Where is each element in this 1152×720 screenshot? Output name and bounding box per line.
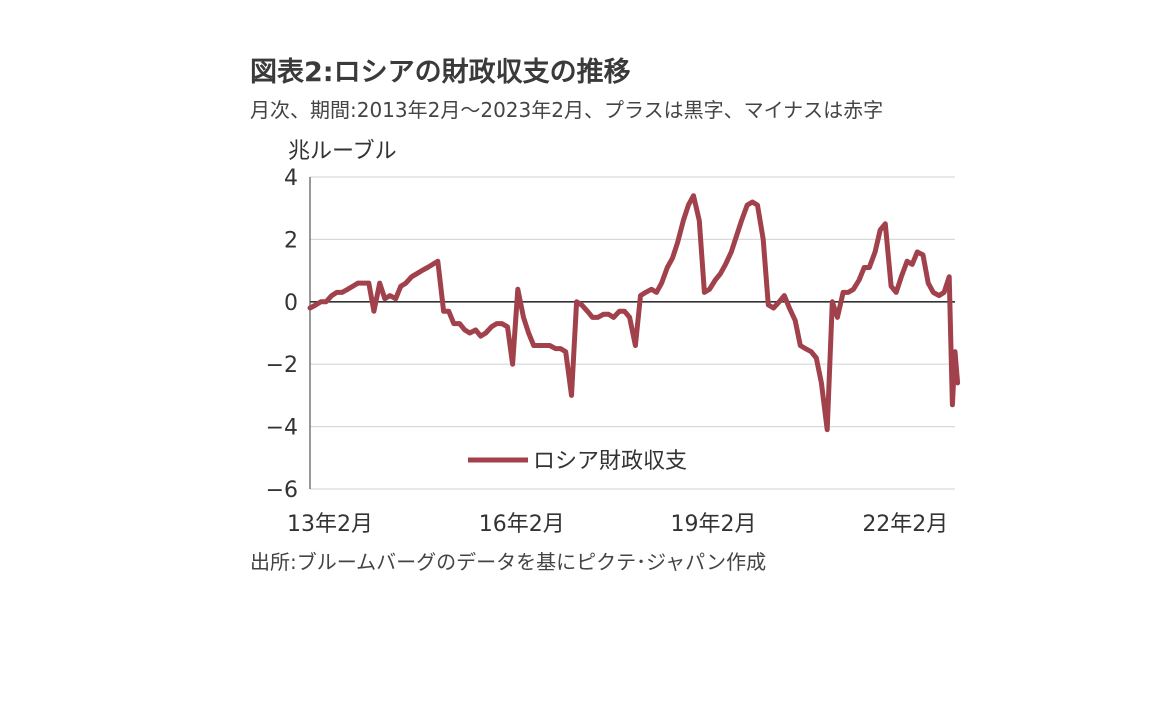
- y-tick-label: 4: [284, 166, 298, 191]
- y-tick-label: −4: [266, 416, 298, 441]
- series-line: [307, 193, 961, 433]
- legend-label: ロシア財政収支: [533, 449, 687, 474]
- x-tick-label: 16年2月: [479, 512, 565, 537]
- chart-title: 図表2:ロシアの財政収支の推移: [250, 57, 631, 88]
- y-tick-label: −2: [266, 353, 298, 378]
- y-tick-labels: 4 2 0 −2 −4 −6: [266, 166, 298, 503]
- x-tick-labels: 13年2月 16年2月 19年2月 22年2月: [287, 512, 948, 537]
- chart-subtitle: 月次、期間:2013年2月～2023年2月、プラスは黒字、マイナスは赤字: [250, 98, 884, 122]
- x-tick-label: 13年2月: [287, 512, 373, 537]
- x-tick-label: 22年2月: [862, 512, 948, 537]
- y-unit-label: 兆ルーブル: [288, 139, 397, 164]
- y-tick-label: 2: [284, 228, 298, 253]
- series-layer: [307, 193, 961, 433]
- gridlines: [310, 176, 955, 490]
- legend: ロシア財政収支: [468, 449, 687, 474]
- x-tick-label: 19年2月: [671, 512, 757, 537]
- y-tick-label: −6: [266, 478, 298, 503]
- y-tick-label: 0: [284, 291, 298, 316]
- source-note: 出所:ブルームバーグのデータを基にピクテ･ジャパン作成: [250, 550, 767, 574]
